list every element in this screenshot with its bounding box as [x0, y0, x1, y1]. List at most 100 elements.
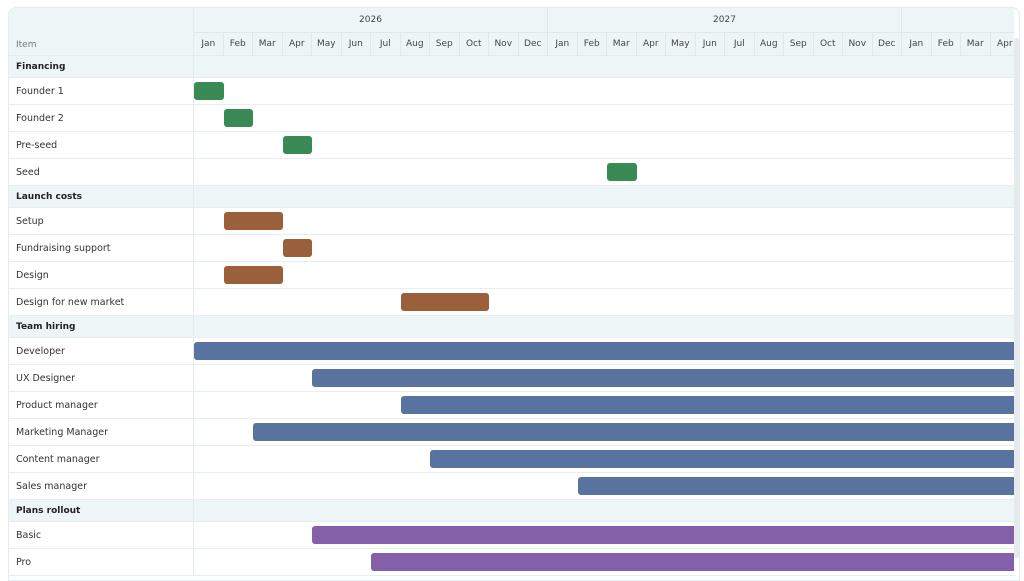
group-row: Team hiring — [9, 316, 193, 338]
month-label: Jan — [902, 33, 932, 56]
group-row-timeline — [194, 56, 1014, 78]
group-label: Launch costs — [16, 191, 83, 202]
month-label: Jan — [548, 33, 578, 56]
group-row-timeline — [194, 316, 1014, 338]
month-label: Dec — [519, 33, 548, 56]
month-label: Aug — [755, 33, 784, 56]
group-row-timeline — [194, 500, 1014, 522]
month-label: Mar — [607, 33, 637, 56]
month-label: May — [666, 33, 696, 56]
month-label: Mar — [253, 33, 283, 56]
item-column-label: Item — [16, 40, 37, 50]
year-label: 2026 — [194, 8, 548, 33]
month-label: Nov — [843, 33, 873, 56]
item-row[interactable]: Sales manager — [9, 473, 193, 500]
item-label: Founder 2 — [16, 112, 64, 124]
month-label: Sep — [430, 33, 460, 56]
item-row-timeline — [194, 522, 1014, 549]
vertical-scrollbar[interactable] — [1014, 38, 1019, 558]
group-label: Financing — [16, 61, 66, 72]
item-row[interactable]: Content manager — [9, 446, 193, 473]
item-header: Item — [9, 8, 193, 56]
month-label: Apr — [283, 33, 312, 56]
gantt-bar[interactable] — [400, 396, 1014, 414]
item-label: Setup — [16, 215, 44, 227]
timeline[interactable]: 2026 Jan Feb Mar Apr May Jun Jul Aug Sep Oct Nov Dec… — [194, 8, 1014, 576]
item-label: Pro — [16, 556, 32, 568]
item-row-timeline — [194, 235, 1014, 262]
item-label: Developer — [16, 345, 65, 357]
item-row[interactable]: Fundraising support — [9, 235, 193, 262]
gantt-bar[interactable] — [223, 109, 253, 127]
gantt-bar[interactable] — [253, 423, 1014, 441]
month-label: Apr — [637, 33, 666, 56]
item-row[interactable]: Design for new market — [9, 289, 193, 316]
gantt-bar[interactable] — [430, 450, 1014, 468]
gantt-bar[interactable] — [194, 342, 1014, 360]
group-row: Launch costs — [9, 186, 193, 208]
gantt-bar[interactable] — [400, 293, 489, 311]
gantt-bar[interactable] — [312, 369, 1014, 387]
month-label: Jul — [371, 33, 401, 56]
year-label: 2027 — [548, 8, 902, 33]
gantt-bar[interactable] — [194, 82, 224, 100]
month-label: Nov — [489, 33, 519, 56]
item-row-timeline — [194, 419, 1014, 446]
item-row-timeline — [194, 365, 1014, 392]
item-row[interactable]: Pre-seed — [9, 132, 193, 159]
item-row-timeline — [194, 338, 1014, 365]
item-row[interactable]: Pro — [9, 549, 193, 576]
item-row[interactable]: Founder 2 — [9, 105, 193, 132]
item-row[interactable]: Basic — [9, 522, 193, 549]
month-label: Jan — [194, 33, 224, 56]
month-label: Aug — [401, 33, 430, 56]
item-row-timeline — [194, 208, 1014, 235]
gantt-bar[interactable] — [607, 163, 637, 181]
item-row[interactable]: Product manager — [9, 392, 193, 419]
month-label: Jul — [725, 33, 755, 56]
item-row[interactable]: Seed — [9, 159, 193, 186]
month-label: Mar — [961, 33, 991, 56]
month-label: Oct — [460, 33, 489, 56]
item-row-timeline — [194, 132, 1014, 159]
month-label: Feb — [932, 33, 961, 56]
gantt-bar[interactable] — [371, 553, 1014, 571]
month-label: Oct — [814, 33, 843, 56]
item-label: Fundraising support — [16, 242, 111, 254]
gantt-bar[interactable] — [312, 526, 1014, 544]
month-label: May — [312, 33, 342, 56]
group-label: Team hiring — [16, 321, 76, 332]
gantt-bar[interactable] — [282, 239, 312, 257]
month-label: Feb — [578, 33, 607, 56]
item-label: Design for new market — [16, 296, 125, 308]
group-row: Plans rollout — [9, 500, 193, 522]
month-label: Sep — [784, 33, 814, 56]
item-label: Content manager — [16, 453, 100, 465]
item-row-timeline — [194, 289, 1014, 316]
month-label: Feb — [224, 33, 253, 56]
gantt-bar[interactable] — [577, 477, 1014, 495]
group-row-timeline — [194, 186, 1014, 208]
item-row[interactable]: Developer — [9, 338, 193, 365]
item-label: Product manager — [16, 399, 98, 411]
item-row[interactable]: UX Designer — [9, 365, 193, 392]
gantt-bar[interactable] — [223, 212, 283, 230]
item-row-timeline — [194, 549, 1014, 576]
item-label: Sales manager — [16, 480, 88, 492]
item-label: Marketing Manager — [16, 426, 109, 438]
item-row[interactable]: Setup — [9, 208, 193, 235]
item-row[interactable]: Founder 1 — [9, 78, 193, 105]
year-label — [902, 8, 1014, 33]
month-label: Jun — [696, 33, 725, 56]
gantt-bar[interactable] — [223, 266, 283, 284]
item-row-timeline — [194, 392, 1014, 419]
gantt-chart: Item Financing Founder 1 Founder 2 Pre-seed… — [8, 7, 1020, 581]
item-label: Basic — [16, 529, 42, 541]
item-label: UX Designer — [16, 372, 76, 384]
item-row[interactable]: Marketing Manager — [9, 419, 193, 446]
item-row-timeline — [194, 473, 1014, 500]
gantt-bar[interactable] — [282, 136, 312, 154]
item-label: Seed — [16, 166, 40, 178]
item-row[interactable]: Design — [9, 262, 193, 289]
item-label: Design — [16, 269, 49, 281]
